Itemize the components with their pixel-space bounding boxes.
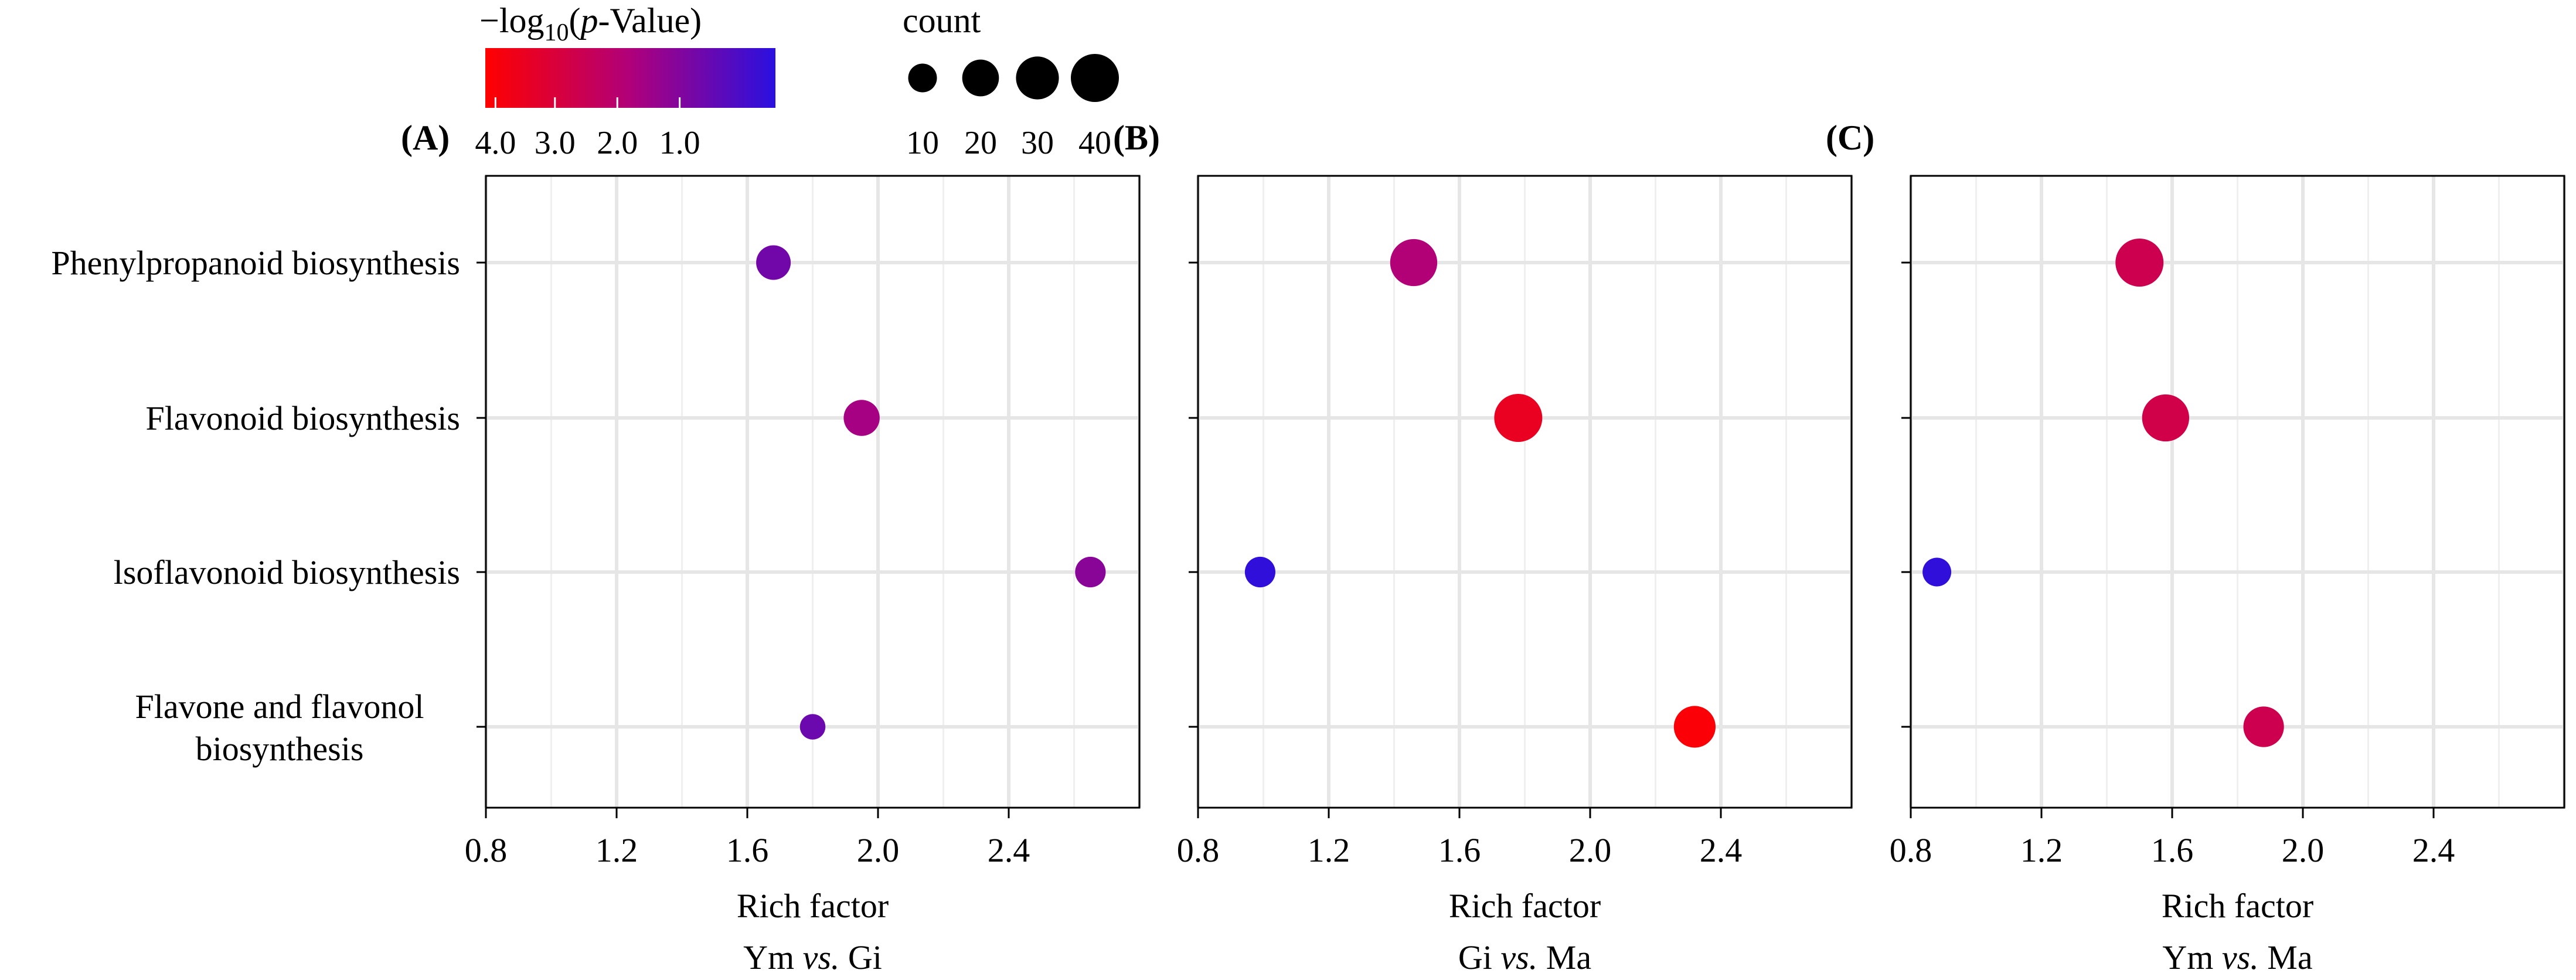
color-legend-title-end: -Value) (598, 1, 702, 40)
comparison-vs: vs. (803, 938, 840, 976)
comparison-group-b: Gi (839, 938, 882, 976)
y-axis-labels: Phenylpropanoid biosynthesis Flavonoid bi… (51, 244, 460, 768)
comparison-group-a: Ym (2162, 938, 2222, 976)
x-tick-label: 1.2 (595, 831, 638, 869)
comparison-vs: vs. (1500, 938, 1537, 976)
y-category-label: Flavonoid biosynthesis (145, 399, 460, 437)
comparison-group-b: Ma (2259, 938, 2313, 976)
size-legend: count 10 20 30 40 (903, 1, 1119, 161)
x-tick-label: 1.2 (1308, 831, 1350, 869)
bubble-point (843, 400, 880, 436)
x-axis-title: Rich factor (2162, 887, 2313, 925)
color-bar-tick-label: 3.0 (535, 125, 576, 161)
x-axis-title: Rich factor (737, 887, 889, 925)
size-legend-dot (962, 59, 999, 97)
bubble-point (2115, 239, 2164, 287)
comparison-group-a: Ym (743, 938, 803, 976)
size-legend-label: 10 (906, 125, 939, 161)
x-tick-label: 0.8 (1177, 831, 1220, 869)
bubble-point (1244, 556, 1275, 588)
bubble-point (1494, 394, 1543, 442)
x-tick-label: 1.6 (1438, 831, 1481, 869)
panel-label: (A) (401, 118, 450, 157)
size-legend-title: count (903, 1, 981, 40)
color-bar (485, 48, 775, 108)
bubble-point (2243, 706, 2284, 747)
y-category-label: lsoflavonoid biosynthesis (114, 553, 460, 591)
x-tick-label: 2.0 (1569, 831, 1612, 869)
x-tick-label: 1.6 (726, 831, 769, 869)
panel-label: (B) (1113, 118, 1160, 157)
color-legend: −log10(p-Value) 4.0 3.0 2.0 1.0 (475, 1, 775, 161)
panel-c: (C) 0.8 1.2 1.6 2.0 2.4 Rich factor Ym vs. Ma (1826, 118, 2566, 976)
color-bar-tick-label: 2.0 (597, 125, 638, 161)
size-legend-dot (1071, 54, 1119, 102)
x-tick-label: 2.0 (857, 831, 900, 869)
comparison-label: Gi vs. Ma (1458, 938, 1591, 976)
size-legend-items: 10 20 30 40 (906, 54, 1119, 161)
bubble-point (756, 245, 791, 280)
panel-frame (1197, 175, 1853, 809)
color-bar-tick-label: 1.0 (659, 125, 700, 161)
x-tick-label: 2.4 (988, 831, 1030, 869)
color-legend-title-sub: 10 (545, 19, 569, 46)
comparison-label: Ym vs. Ma (2162, 938, 2312, 976)
bubble-point (799, 714, 826, 740)
y-category-label: Flavone and flavonol biosynthesis (135, 688, 424, 768)
bubble-point (2142, 394, 2190, 442)
bubble-point (1922, 557, 1952, 587)
comparison-vs: vs. (2222, 938, 2259, 976)
x-tick-label: 2.0 (2282, 831, 2325, 869)
y-category-label: Phenylpropanoid biosynthesis (51, 244, 460, 282)
x-tick-label: 2.4 (1700, 831, 1743, 869)
comparison-group-a: Gi (1458, 938, 1501, 976)
comparison-label: Ym vs. Gi (743, 938, 882, 976)
size-legend-label: 30 (1021, 125, 1054, 161)
y-category-label-line: Flavone and flavonol (135, 688, 424, 726)
color-legend-title-p: p (579, 1, 598, 40)
size-legend-label: 20 (964, 125, 997, 161)
x-tick-label: 2.4 (2412, 831, 2455, 869)
bubble-point (1075, 556, 1106, 588)
panel-frame (1910, 175, 2565, 809)
x-tick-label: 0.8 (465, 831, 508, 869)
size-legend-label: 40 (1078, 125, 1111, 161)
panel-a: (A) 0.8 1.2 1.6 2.0 2.4 Rich factor Ym vs. Gi (401, 118, 1141, 976)
x-tick-label: 1.6 (2151, 831, 2194, 869)
x-tick-label: 1.2 (2020, 831, 2063, 869)
panel-b: (B) 0.8 1.2 1.6 2.0 2.4 Rich factor Gi vs. Ma (1113, 118, 1853, 976)
x-tick-label: 0.8 (1890, 831, 1932, 869)
x-axis-title: Rich factor (1449, 887, 1601, 925)
color-legend-title: −log10(p-Value) (479, 1, 702, 46)
color-legend-title-main: −log (479, 1, 545, 40)
size-legend-dot (908, 63, 937, 93)
comparison-group-b: Ma (1537, 938, 1591, 976)
panel-frame (485, 175, 1141, 809)
size-legend-dot (1016, 56, 1059, 100)
y-category-label-line: biosynthesis (196, 730, 364, 768)
color-bar-ticks: 4.0 3.0 2.0 1.0 (475, 97, 700, 161)
color-legend-title-paren: ( (569, 1, 581, 40)
bubble-point (1673, 706, 1716, 748)
panel-label: (C) (1826, 118, 1874, 157)
bubble-point (1390, 239, 1438, 287)
color-bar-tick-label: 4.0 (475, 125, 516, 161)
